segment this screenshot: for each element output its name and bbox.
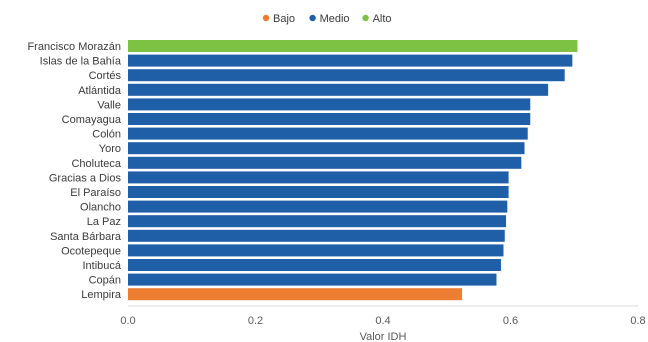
bar-atlantida <box>128 83 549 96</box>
category-label-colon: Colón <box>92 129 121 141</box>
category-labels: Francisco Morazán Islas de la Bahía Cortés… <box>27 41 121 301</box>
bar-santa-barbara <box>128 229 505 242</box>
category-label-ocotepeque: Ocotepeque <box>61 245 121 257</box>
bar-yoro <box>128 142 525 155</box>
category-label-choluteca: Choluteca <box>71 158 121 170</box>
x-axis-title: Valor IDH <box>360 331 407 342</box>
bar-choluteca <box>128 156 522 169</box>
bar-la-paz <box>128 215 507 228</box>
x-tick-label-4: 0.8 <box>630 315 645 327</box>
category-label-islas-de-la-bahia: Islas de la Bahía <box>40 56 122 68</box>
category-label-la-paz: La Paz <box>87 216 121 228</box>
bar-cortes <box>128 69 565 82</box>
category-label-cortes: Cortés <box>89 70 122 82</box>
category-label-francisco-morazan: Francisco Morazán <box>27 41 121 53</box>
legend-label-medio: Medio <box>320 13 350 25</box>
chart-legend: Bajo Medio Alto <box>262 13 392 25</box>
category-label-gracias-a-dios: Gracias a Dios <box>49 172 122 184</box>
legend-marker-medio <box>309 14 316 22</box>
category-label-olancho: Olancho <box>80 202 121 214</box>
category-label-comayagua: Comayagua <box>62 114 122 126</box>
x-tick-labels: 0.0 0.2 0.4 0.6 0.8 <box>120 315 645 327</box>
category-label-yoro: Yoro <box>99 143 121 155</box>
bar-intibuca <box>128 259 501 271</box>
category-label-lempira: Lempira <box>81 289 122 301</box>
bar-ocotepeque <box>128 244 504 257</box>
bar-gracias-a-dios <box>128 171 509 184</box>
bar-colon <box>128 127 528 140</box>
category-label-valle: Valle <box>97 99 121 111</box>
x-tick-label-2: 0.4 <box>375 315 390 327</box>
category-label-santa-barbara: Santa Bárbara <box>50 231 122 243</box>
category-label-copan: Copán <box>89 275 121 287</box>
legend-marker-bajo <box>262 14 270 22</box>
bar-valle <box>128 98 531 111</box>
legend-label-alto: Alto <box>373 13 392 25</box>
category-label-atlantida: Atlántida <box>78 85 122 97</box>
category-label-intibuca: Intibucá <box>82 260 121 272</box>
x-tick-label-0: 0.0 <box>120 315 135 327</box>
bar-el-paraiso <box>128 186 509 198</box>
legend-label-bajo: Bajo <box>273 13 295 25</box>
bar-olancho <box>128 200 508 213</box>
category-label-el-paraiso: El Paraíso <box>70 187 121 199</box>
bar-islas-de-la-bahia <box>128 54 573 67</box>
bar-lempira <box>128 288 463 301</box>
bar-comayagua <box>128 113 531 125</box>
bar-copan <box>128 273 497 286</box>
x-tick-label-3: 0.6 <box>503 315 518 327</box>
x-tick-label-1: 0.2 <box>248 315 263 327</box>
legend-marker-alto <box>362 14 369 22</box>
bar-francisco-morazan <box>128 40 578 52</box>
bars-group <box>128 40 578 301</box>
